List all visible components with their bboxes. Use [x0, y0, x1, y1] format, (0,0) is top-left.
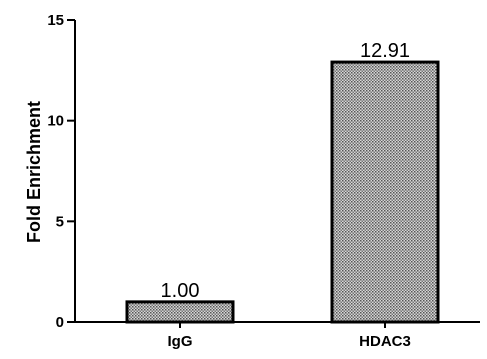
- data-labels: 1.00 12.91: [161, 40, 411, 302]
- x-axis: IgG HDAC3: [74, 321, 480, 350]
- y-tick-label: 15: [47, 12, 64, 29]
- bars: [125, 60, 440, 324]
- bar-hdac3: [330, 60, 440, 324]
- y-tick-label: 5: [56, 213, 64, 230]
- data-label: 12.91: [360, 40, 410, 62]
- x-tick-label: HDAC3: [359, 333, 411, 350]
- bar-igg: [125, 300, 235, 324]
- y-axis-label: Fold Enrichment: [24, 101, 44, 243]
- x-tick-label: IgG: [168, 333, 193, 350]
- y-axis: 0 5 10 15: [47, 12, 76, 331]
- y-tick-label: 0: [56, 314, 64, 331]
- y-tick-label: 10: [47, 113, 64, 130]
- data-label: 1.00: [161, 280, 200, 302]
